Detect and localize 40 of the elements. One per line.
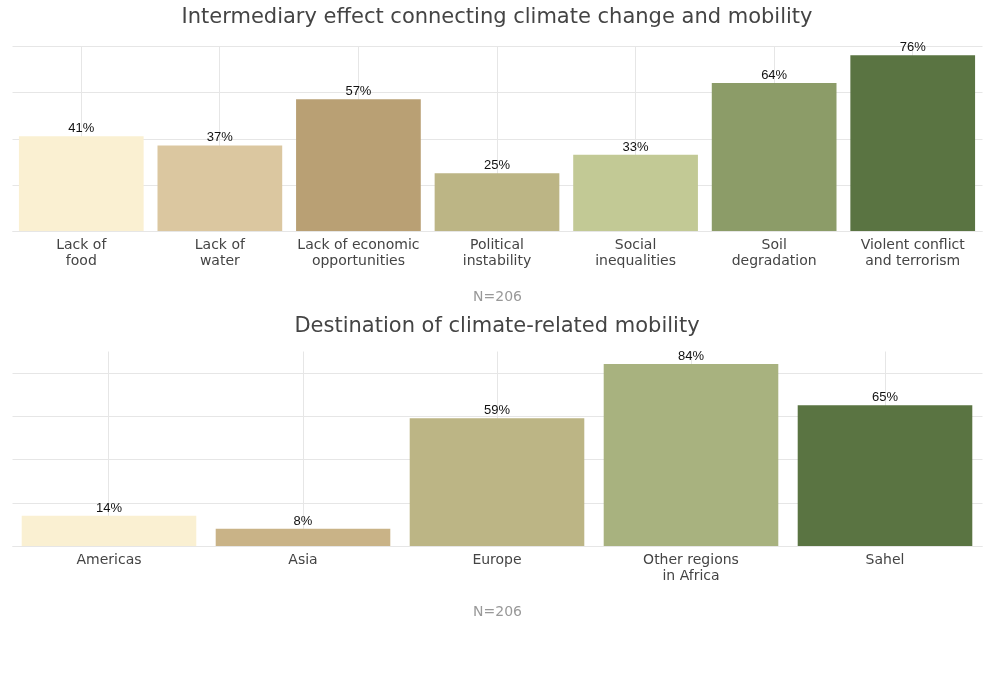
bar — [603, 364, 779, 546]
data-label: 41% — [68, 120, 95, 136]
bar — [850, 55, 976, 231]
data-label: 14% — [95, 499, 123, 515]
x-tick-label: Lack of economic opportunities — [297, 235, 420, 268]
bar — [573, 154, 698, 231]
bar — [18, 136, 144, 231]
bar — [157, 145, 283, 231]
data-label: 57% — [345, 83, 372, 99]
x-tick-label: Europe — [472, 550, 522, 567]
x-tick-label: Sahel — [865, 550, 905, 567]
text: N=206 — [473, 287, 523, 304]
data-label: 25% — [483, 157, 511, 173]
x-tick-label: Americas — [76, 550, 142, 567]
text: N=206 — [473, 602, 523, 619]
data-label: 59% — [483, 402, 511, 418]
x-tick-label: Violent conflict and terrorism — [860, 235, 966, 268]
data-label: 65% — [871, 389, 899, 405]
bar — [409, 418, 585, 546]
bar — [296, 99, 421, 231]
chart-title: Destination of climate-related mobility — [294, 313, 700, 337]
bar — [434, 173, 560, 231]
x-tick-label: Political instability — [462, 235, 532, 268]
x-tick-label: Asia — [288, 550, 318, 567]
x-tick-label: Other regions in Africa — [643, 550, 739, 583]
data-label: 37% — [206, 129, 234, 145]
x-tick-label: Soil degradation — [731, 235, 817, 268]
bar — [711, 83, 837, 231]
x-tick-label: Lack of food — [56, 235, 108, 268]
data-label: 33% — [622, 138, 650, 154]
bar — [215, 528, 391, 546]
x-tick-label: Social inequalities — [595, 235, 676, 268]
data-label: 8% — [293, 512, 313, 528]
x-tick-label: Lack of water — [194, 235, 246, 268]
bar — [21, 515, 197, 546]
data-label: 84% — [677, 348, 705, 363]
bar — [797, 405, 973, 546]
data-label: 76% — [899, 39, 927, 55]
chart-title: Intermediary effect connecting climate change and mobility — [181, 4, 813, 29]
data-label: 64% — [761, 67, 788, 82]
